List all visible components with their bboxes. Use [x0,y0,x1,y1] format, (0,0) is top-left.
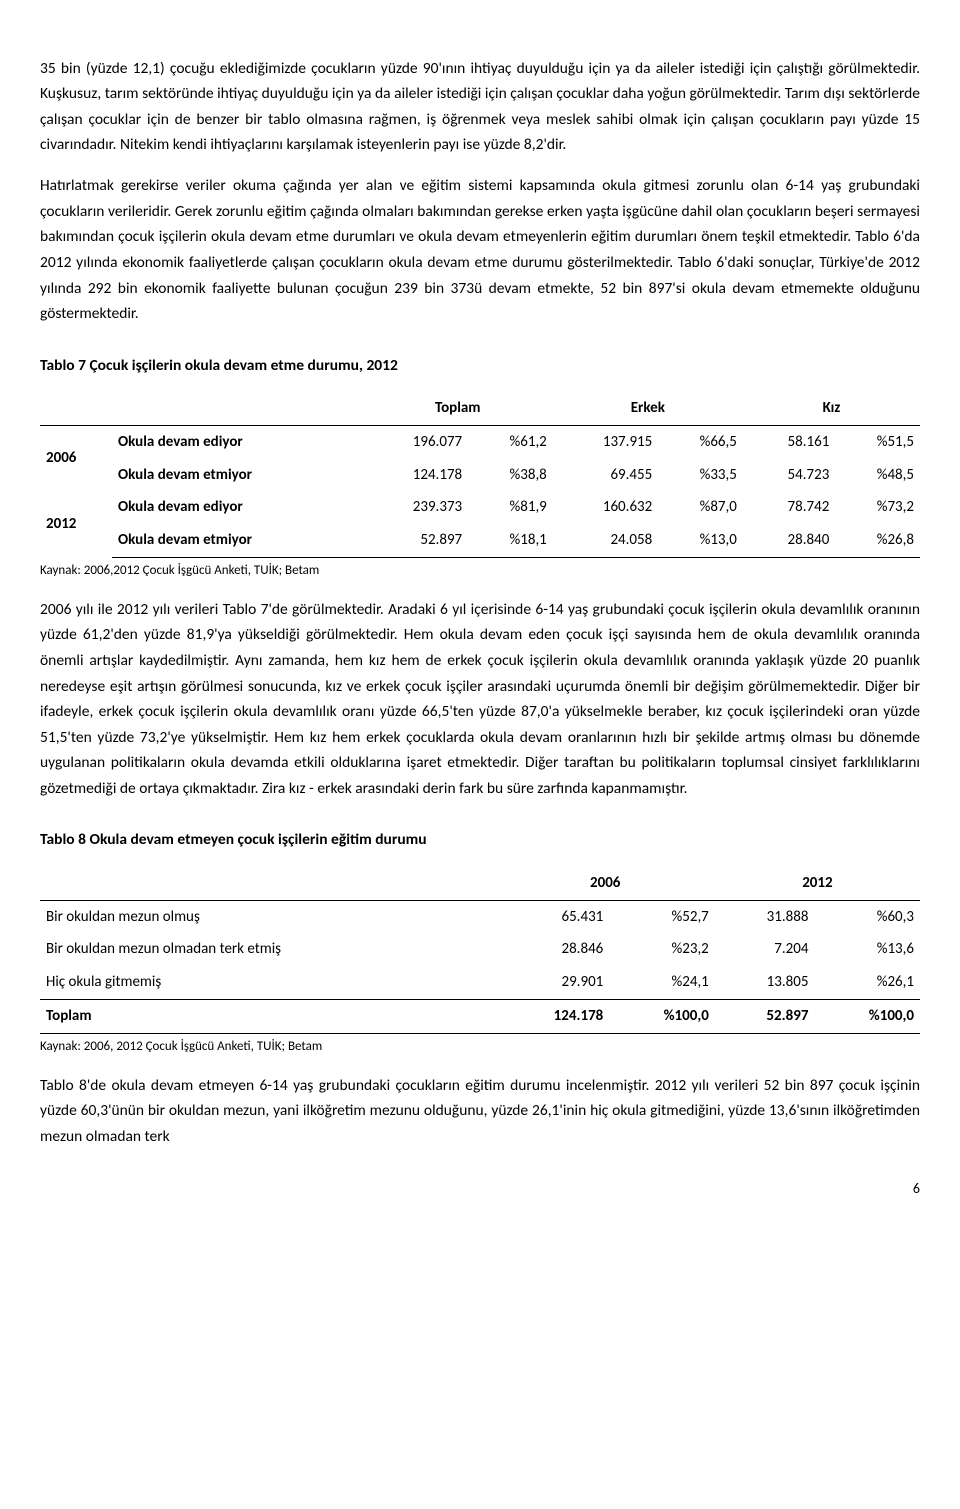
table7-rowlabel: Okula devam ediyor [112,491,363,524]
cell: 239.373 [363,491,468,524]
cell: 54.723 [743,459,835,492]
cell: %61,2 [468,425,553,458]
cell: 124.178 [363,459,468,492]
table7-source: Kaynak: 2006,2012 Çocuk İşgücü Anketi, T… [40,560,920,581]
table7-header-blank [40,392,112,425]
table7-header-erkek: Erkek [553,392,743,425]
table7-title: Tablo 7 Çocuk işçilerin okula devam etme… [40,353,920,379]
table7-rowlabel: Okula devam etmiyor [112,524,363,557]
cell: 24.058 [553,524,658,557]
cell: %26,8 [835,524,920,557]
page-number: 6 [40,1177,920,1200]
table8-source: Kaynak: 2006, 2012 Çocuk İşgücü Anketi, … [40,1036,920,1057]
cell: %26,1 [814,966,920,999]
cell: 31.888 [715,900,815,933]
paragraph-2: Hatırlatmak gerekirse veriler okuma çağı… [40,173,920,326]
cell: 7.204 [715,933,815,966]
table8: 2006 2012 Bir okuldan mezun olmuş 65.431… [40,867,920,1034]
cell: %87,0 [658,491,743,524]
table8-header-row: 2006 2012 [40,867,920,900]
cell: %13,0 [658,524,743,557]
table8-rowlabel: Hiç okula gitmemiş [40,966,496,999]
table8-title: Tablo 8 Okula devam etmeyen çocuk işçile… [40,827,920,853]
document-page: 35 bin (yüzde 12,1) çocuğu eklediğimizde… [0,0,960,1230]
table-row: Hiç okula gitmemiş 29.901 %24,1 13.805 %… [40,966,920,999]
cell: 28.846 [496,933,610,966]
cell: %100,0 [609,999,715,1033]
cell: 137.915 [553,425,658,458]
table8-total-row: Toplam 124.178 %100,0 52.897 %100,0 [40,999,920,1033]
cell: %51,5 [835,425,920,458]
table-row: 2012 Okula devam ediyor 239.373 %81,9 16… [40,491,920,524]
cell: 78.742 [743,491,835,524]
table7-year-2012: 2012 [40,491,112,557]
cell: 69.455 [553,459,658,492]
cell: %13,6 [814,933,920,966]
table-row: Bir okuldan mezun olmadan terk etmiş 28.… [40,933,920,966]
cell: %33,5 [658,459,743,492]
table7-rowlabel: Okula devam ediyor [112,425,363,458]
cell: 52.897 [715,999,815,1033]
cell: 28.840 [743,524,835,557]
cell: %66,5 [658,425,743,458]
table8-total-label: Toplam [40,999,496,1033]
table-row: 2006 Okula devam ediyor 196.077 %61,2 13… [40,425,920,458]
table7-year-2006: 2006 [40,425,112,491]
table8-header-blank [40,867,496,900]
cell: %81,9 [468,491,553,524]
cell: 196.077 [363,425,468,458]
paragraph-1: 35 bin (yüzde 12,1) çocuğu eklediğimizde… [40,56,920,158]
cell: 29.901 [496,966,610,999]
cell: %52,7 [609,900,715,933]
cell: 65.431 [496,900,610,933]
table7-header-blank2 [112,392,363,425]
table7-rowlabel: Okula devam etmiyor [112,459,363,492]
cell: %48,5 [835,459,920,492]
table8-header-2006: 2006 [496,867,715,900]
cell: %24,1 [609,966,715,999]
table7-header-kiz: Kız [743,392,920,425]
cell: %38,8 [468,459,553,492]
table-row: Bir okuldan mezun olmuş 65.431 %52,7 31.… [40,900,920,933]
cell: %18,1 [468,524,553,557]
paragraph-3: 2006 yılı ile 2012 yılı verileri Tablo 7… [40,597,920,802]
table-row: Okula devam etmiyor 52.897 %18,1 24.058 … [40,524,920,557]
cell: %60,3 [814,900,920,933]
cell: 13.805 [715,966,815,999]
table-row: Okula devam etmiyor 124.178 %38,8 69.455… [40,459,920,492]
paragraph-4: Tablo 8'de okula devam etmeyen 6-14 yaş … [40,1073,920,1150]
cell: %73,2 [835,491,920,524]
cell: 58.161 [743,425,835,458]
table7: Toplam Erkek Kız 2006 Okula devam ediyor… [40,392,920,558]
table7-header-row: Toplam Erkek Kız [40,392,920,425]
table8-rowlabel: Bir okuldan mezun olmadan terk etmiş [40,933,496,966]
table8-rowlabel: Bir okuldan mezun olmuş [40,900,496,933]
cell: 124.178 [496,999,610,1033]
cell: %23,2 [609,933,715,966]
table7-header-toplam: Toplam [363,392,553,425]
cell: 160.632 [553,491,658,524]
table8-header-2012: 2012 [715,867,920,900]
cell: 52.897 [363,524,468,557]
cell: %100,0 [814,999,920,1033]
